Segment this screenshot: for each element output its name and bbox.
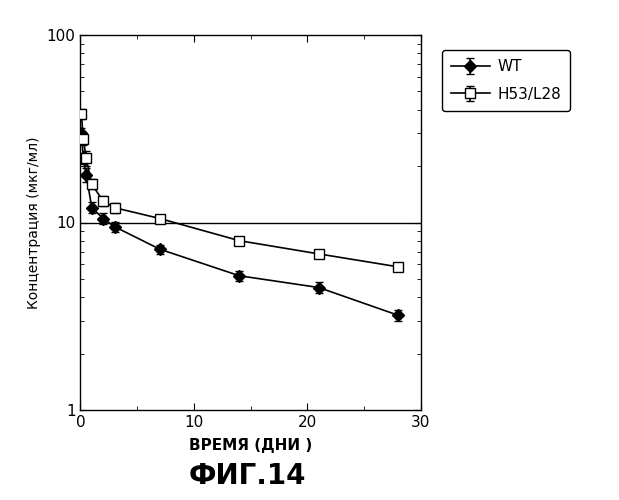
Legend: WT, H53/L28: WT, H53/L28 bbox=[442, 50, 570, 110]
Text: ФИГ.14: ФИГ.14 bbox=[189, 462, 306, 490]
Y-axis label: Концентрация (мкг/мл): Концентрация (мкг/мл) bbox=[27, 136, 41, 308]
X-axis label: ВРЕМЯ (ДНИ ): ВРЕМЯ (ДНИ ) bbox=[189, 438, 313, 453]
